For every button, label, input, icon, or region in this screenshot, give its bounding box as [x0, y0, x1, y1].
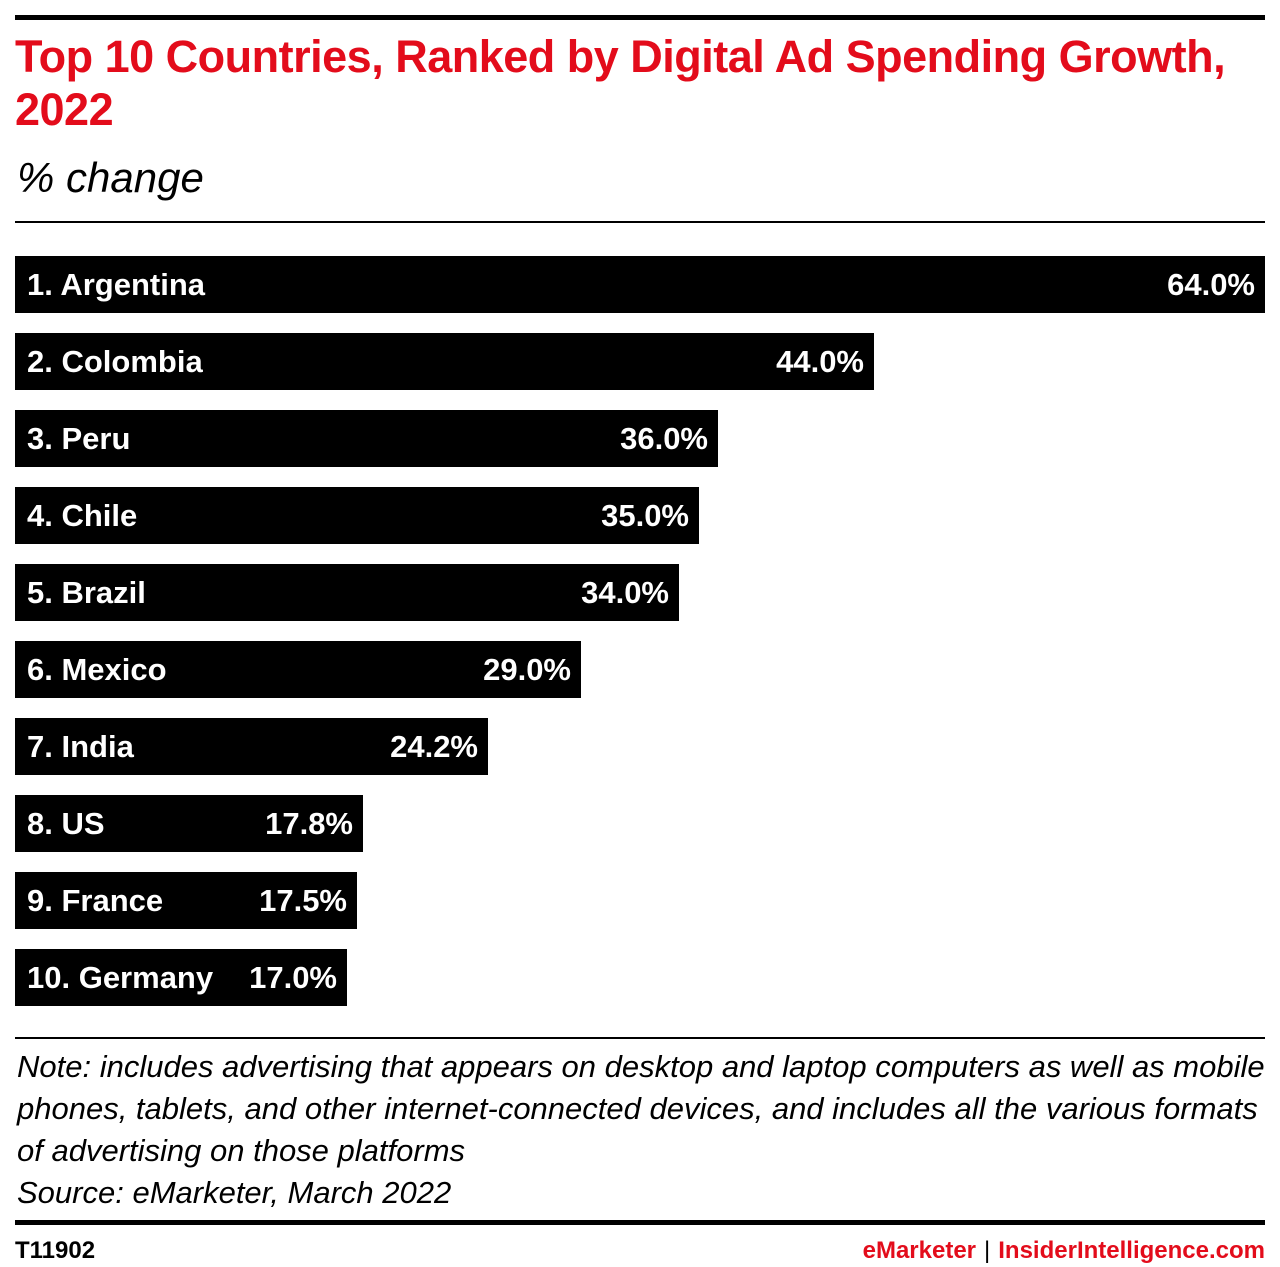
bar — [15, 718, 488, 775]
bar-category-label: 2. Colombia — [27, 344, 203, 379]
bar-value-label: 24.2% — [390, 729, 478, 764]
bar-value-label: 44.0% — [776, 344, 864, 379]
chart-note: Note: includes advertising that appears … — [17, 1049, 1265, 1168]
bar — [15, 949, 347, 1006]
bar-category-label: 3. Peru — [27, 421, 131, 456]
brand-separator: | — [984, 1237, 991, 1264]
bar-category-label: 10. Germany — [27, 960, 214, 995]
bar-category-label: 8. US — [27, 806, 105, 841]
bar-value-label: 35.0% — [601, 498, 689, 533]
bar — [15, 410, 718, 467]
bar — [15, 333, 874, 390]
brand-footer: eMarketer | InsiderIntelligence.com — [863, 1236, 1265, 1266]
bar-category-label: 5. Brazil — [27, 575, 146, 610]
bar-value-label: 17.5% — [259, 883, 347, 918]
chart-subtitle: % change — [17, 154, 204, 201]
bar-value-label: 17.0% — [249, 960, 337, 995]
bottom-rule — [15, 1220, 1265, 1225]
bar-category-label: 1. Argentina — [27, 267, 205, 302]
header-divider — [15, 221, 1265, 223]
bar-value-label: 36.0% — [620, 421, 708, 456]
bar-category-label: 6. Mexico — [27, 652, 167, 687]
top-rule — [15, 15, 1265, 20]
bar — [15, 795, 363, 852]
brand-insiderintelligence[interactable]: InsiderIntelligence.com — [998, 1237, 1265, 1264]
footer-divider — [15, 1037, 1265, 1039]
bar-chart: 1. Argentina 64.0% 2. Colombia 44.0% 3. Peru… — [15, 256, 1265, 1008]
bar-value-label: 34.0% — [581, 575, 669, 610]
bar-category-label: 9. France — [27, 883, 164, 918]
bar — [15, 641, 581, 698]
chart-id: T11902 — [15, 1237, 96, 1264]
chart-source: Source: eMarketer, March 2022 — [17, 1175, 452, 1210]
bar-value-label: 64.0% — [1167, 267, 1255, 302]
brand-emarketer[interactable]: eMarketer — [862, 1237, 977, 1264]
bar — [15, 564, 679, 621]
bar — [15, 487, 699, 544]
chart-title: Top 10 Countries, Ranked by Digital Ad S… — [15, 31, 1226, 135]
bar-value-label: 17.8% — [265, 806, 353, 841]
bar-category-label: 4. Chile — [27, 498, 138, 533]
bar — [15, 256, 1265, 313]
bar-value-label: 29.0% — [483, 652, 571, 687]
bar — [15, 872, 357, 929]
bar-category-label: 7. India — [27, 729, 134, 764]
